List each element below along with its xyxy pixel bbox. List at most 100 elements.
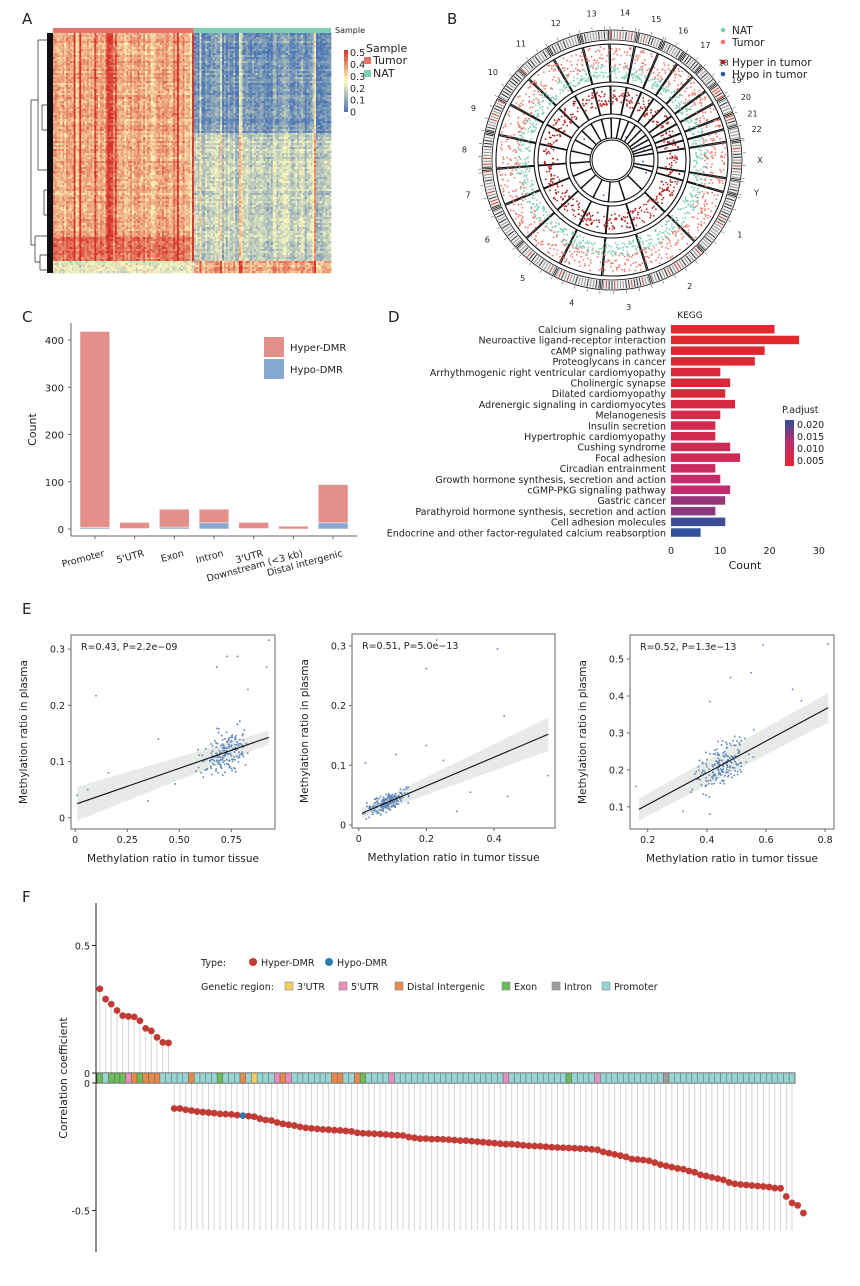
heatmap-cell — [160, 79, 163, 82]
heatmap-cell — [150, 65, 153, 68]
heatmap-cell — [169, 53, 172, 56]
heatmap-cell — [133, 33, 136, 36]
heatmap-cell — [180, 99, 183, 102]
heatmap-cell — [154, 91, 157, 94]
heatmap-cell — [56, 47, 59, 50]
heatmap-cell — [325, 57, 328, 60]
heatmap-cell — [195, 59, 198, 62]
heatmap-cell — [188, 53, 191, 56]
heatmap-cell — [71, 47, 74, 50]
heatmap-cell — [69, 87, 73, 90]
heatmap-cell — [84, 47, 88, 50]
heatmap-cell — [244, 41, 247, 44]
heatmap-cell — [186, 93, 189, 96]
heatmap-cell — [92, 67, 95, 70]
heatmap-cell — [287, 39, 290, 42]
heatmap-cell — [274, 33, 277, 36]
heatmap-cell — [188, 97, 191, 100]
heatmap-cell — [176, 93, 180, 96]
heatmap-cell — [145, 87, 148, 90]
heatmap-cell — [158, 49, 161, 52]
heatmap-cell — [195, 85, 198, 88]
heatmap-cell — [216, 51, 219, 54]
heatmap-cell — [88, 45, 91, 48]
heatmap-cell — [306, 37, 309, 40]
heatmap-cell — [169, 69, 172, 72]
heatmap-cell — [216, 57, 219, 60]
heatmap-cell — [297, 45, 300, 48]
heatmap-cell — [201, 63, 204, 66]
heatmap-cell — [113, 63, 116, 66]
heatmap-cell — [225, 91, 228, 94]
heatmap-cell — [143, 69, 146, 72]
heatmap-cell — [176, 61, 180, 64]
heatmap-cell — [212, 71, 215, 74]
heatmap-cell — [201, 53, 204, 56]
heatmap-cell — [263, 67, 266, 70]
heatmap-cell — [310, 81, 313, 84]
heatmap-cell — [161, 41, 165, 44]
heatmap-cell — [237, 87, 240, 90]
heatmap-cell — [105, 53, 108, 56]
heatmap-cell — [252, 61, 255, 64]
heatmap-cell — [148, 79, 151, 82]
heatmap-cell — [56, 39, 59, 42]
heatmap-cell — [118, 69, 121, 72]
heatmap-cell — [71, 71, 74, 74]
heatmap-cell — [304, 91, 307, 94]
heatmap-cell — [193, 71, 197, 74]
heatmap-cell — [208, 77, 212, 80]
heatmap-cell — [178, 85, 182, 88]
heatmap-cell — [158, 77, 161, 80]
heatmap-cell — [229, 61, 232, 64]
heatmap-cell — [222, 77, 225, 80]
heatmap-cell — [293, 47, 296, 50]
heatmap-cell — [154, 77, 157, 80]
heatmap-cell — [265, 65, 268, 68]
heatmap-cell — [295, 59, 298, 62]
heatmap-cell — [282, 59, 285, 62]
heatmap-cell — [73, 83, 76, 86]
heatmap-cell — [66, 77, 69, 80]
heatmap-cell — [192, 33, 195, 36]
heatmap-cell — [83, 71, 86, 74]
heatmap-cell — [252, 43, 255, 46]
heatmap-cell — [175, 95, 178, 98]
heatmap-cell — [60, 79, 63, 82]
heatmap-cell — [312, 91, 315, 94]
heatmap-cell — [64, 61, 67, 64]
heatmap-cell — [101, 73, 105, 76]
heatmap-cell — [81, 79, 84, 82]
heatmap-cell — [312, 49, 315, 52]
heatmap-cell — [261, 45, 264, 48]
heatmap-cell — [77, 89, 80, 92]
heatmap-cell — [304, 81, 307, 84]
heatmap-cell — [244, 97, 247, 100]
heatmap-cell — [139, 57, 142, 60]
heatmap-cell — [192, 81, 195, 84]
heatmap-cell — [299, 89, 302, 92]
heatmap-cell — [201, 73, 204, 76]
heatmap-cell — [299, 35, 302, 38]
heatmap-cell — [269, 91, 272, 94]
heatmap-cell — [165, 85, 168, 88]
heatmap-cell — [325, 81, 328, 84]
heatmap-cell — [276, 83, 279, 86]
heatmap-cell — [79, 83, 82, 86]
heatmap-cell — [190, 89, 193, 92]
heatmap-cell — [276, 55, 279, 58]
heatmap-cell — [88, 55, 91, 58]
heatmap-cell — [270, 33, 274, 36]
heatmap-cell — [176, 81, 180, 84]
heatmap-cell — [60, 99, 63, 102]
heatmap-cell — [218, 61, 221, 64]
heatmap-cell — [98, 85, 101, 88]
heatmap-cell — [141, 39, 144, 42]
heatmap-cell — [190, 97, 193, 100]
heatmap-cell — [193, 57, 197, 60]
heatmap-cell — [145, 93, 148, 96]
heatmap-cell — [222, 81, 225, 84]
heatmap-cell — [267, 69, 270, 72]
heatmap-cell — [197, 91, 200, 94]
heatmap-cell — [86, 61, 89, 64]
